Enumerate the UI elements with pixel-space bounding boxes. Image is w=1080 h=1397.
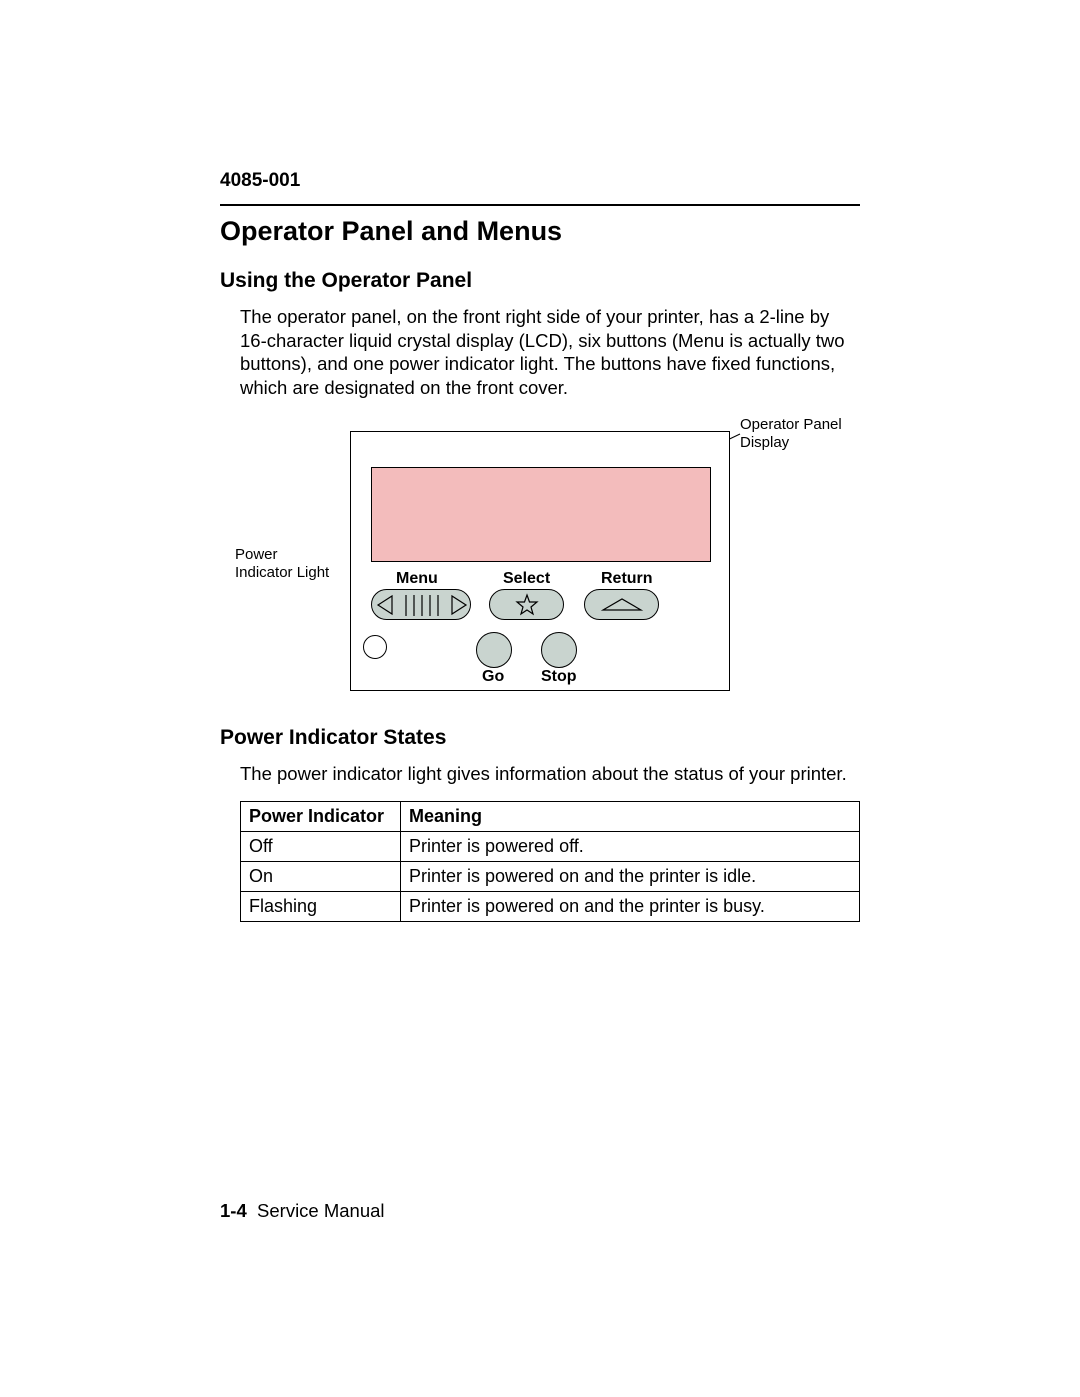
footer-page-ref: 1-4 — [220, 1200, 247, 1221]
table-cell: Printer is powered off. — [401, 832, 860, 862]
go-button[interactable] — [476, 632, 512, 668]
rule-line — [220, 204, 860, 206]
footer-label: Service Manual — [257, 1200, 385, 1221]
heading-using: Using the Operator Panel — [220, 269, 860, 293]
power-indicator-table: Power Indicator Meaning Off Printer is p… — [240, 801, 860, 922]
label-select: Select — [503, 570, 550, 588]
return-button-icon — [585, 590, 660, 621]
table-header-col2: Meaning — [401, 802, 860, 832]
paragraph-power-states: The power indicator light gives informat… — [240, 762, 860, 786]
table-cell: Printer is powered on and the printer is… — [401, 862, 860, 892]
table-row: Off Printer is powered off. — [241, 832, 860, 862]
paragraph-using: The operator panel, on the front right s… — [240, 305, 860, 400]
select-button[interactable] — [489, 589, 564, 620]
page-footer: 1-4 Service Manual — [220, 1200, 385, 1222]
callout-display-label: Operator Panel Display — [740, 416, 842, 452]
table-row: Flashing Printer is powered on and the p… — [241, 892, 860, 922]
label-go: Go — [482, 668, 504, 686]
table-cell: On — [241, 862, 401, 892]
table-cell: Printer is powered on and the printer is… — [401, 892, 860, 922]
lcd-display — [371, 467, 711, 562]
table-header-col1: Power Indicator — [241, 802, 401, 832]
label-return: Return — [601, 570, 653, 588]
menu-button[interactable] — [371, 589, 471, 620]
return-button[interactable] — [584, 589, 659, 620]
callout-power-label: Power Indicator Light — [235, 546, 329, 582]
menu-button-icon — [372, 590, 472, 621]
label-menu: Menu — [396, 570, 438, 588]
stop-button[interactable] — [541, 632, 577, 668]
operator-panel-diagram: Operator Panel Display Power Indicator L… — [220, 416, 860, 706]
label-stop: Stop — [541, 668, 577, 686]
table-cell: Flashing — [241, 892, 401, 922]
select-button-icon — [490, 590, 565, 621]
panel-frame: Menu Select Return — [350, 431, 730, 691]
power-indicator-light — [363, 635, 387, 659]
heading-main: Operator Panel and Menus — [220, 216, 860, 247]
heading-power-states: Power Indicator States — [220, 726, 860, 750]
document-number: 4085-001 — [220, 170, 860, 192]
table-row: On Printer is powered on and the printer… — [241, 862, 860, 892]
table-cell: Off — [241, 832, 401, 862]
